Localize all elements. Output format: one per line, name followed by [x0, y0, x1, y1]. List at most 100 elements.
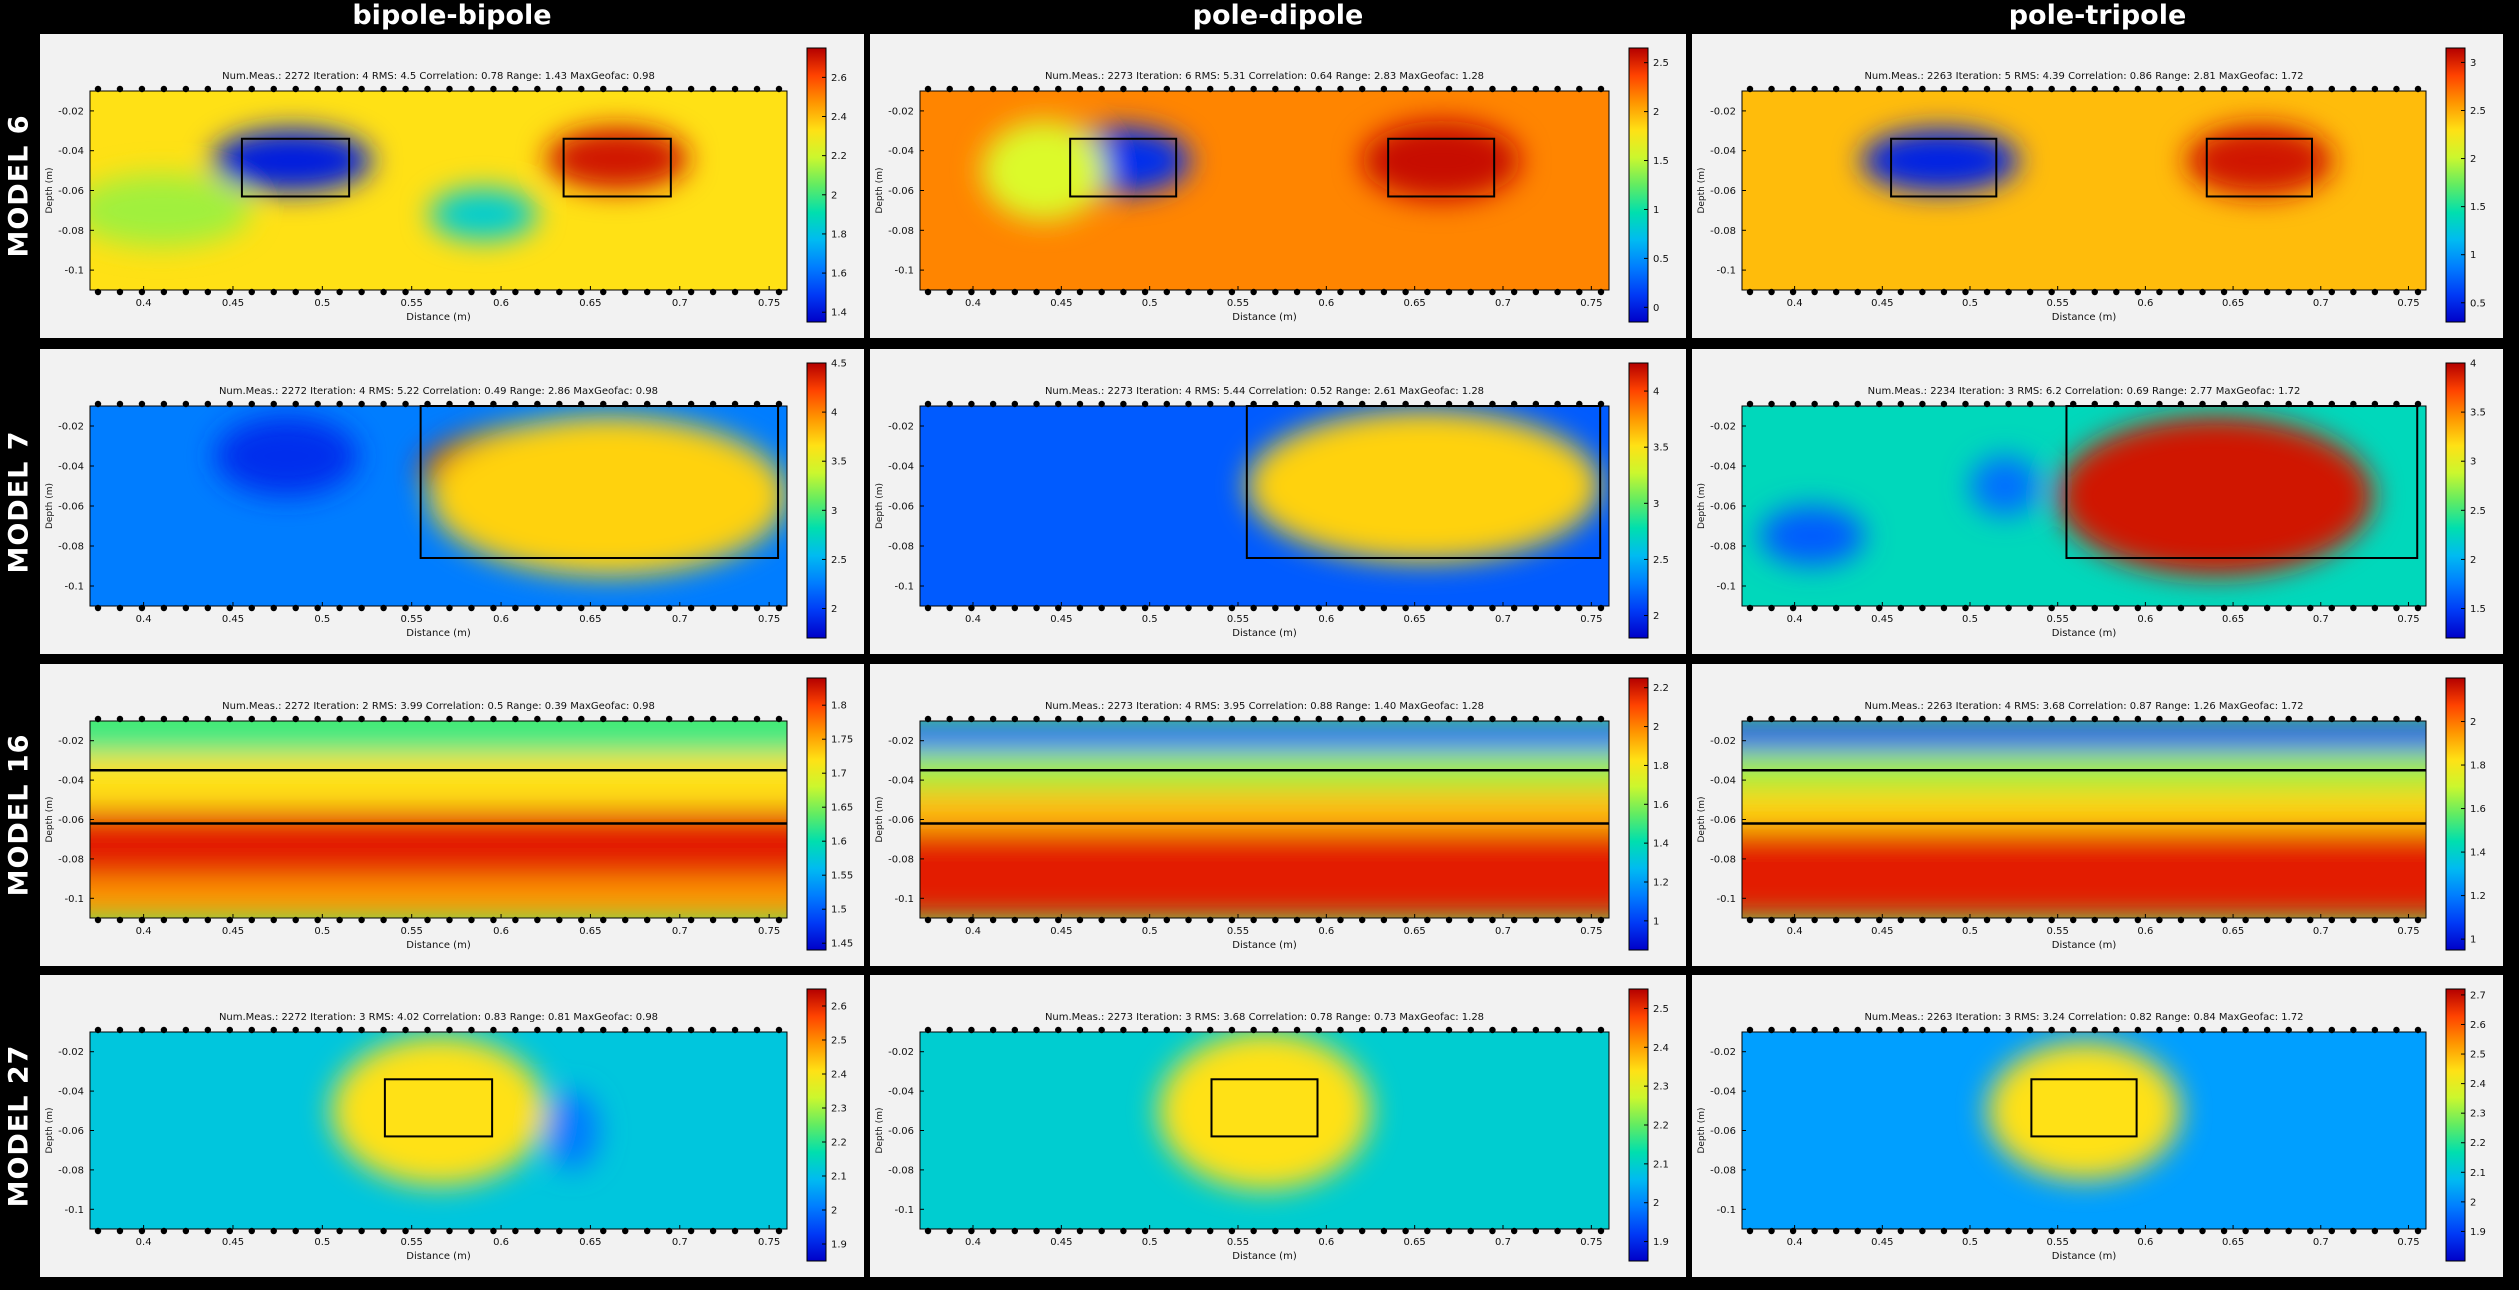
- electrode-marker: [1402, 288, 1409, 296]
- x-tick-label: 0.45: [1050, 926, 1072, 937]
- heatmap-chart: Num.Meas.: 2273 Iteration: 4 RMS: 3.95 C…: [875, 677, 1669, 951]
- electrode-marker: [1120, 85, 1127, 93]
- y-tick-label: -0.06: [888, 502, 914, 513]
- electrode-marker: [1832, 400, 1840, 408]
- colorbar-tick-label: 2: [2470, 154, 2476, 165]
- electrode-marker: [1141, 604, 1149, 612]
- electrode-marker: [1940, 1026, 1948, 1034]
- electrode-marker: [534, 604, 541, 612]
- panel-model-6-bipole-bipole: Num.Meas.: 2272 Iteration: 4 RMS: 4.5 Co…: [40, 34, 864, 338]
- colorbar-tick-label: 2.3: [1653, 1082, 1669, 1093]
- electrode-marker: [989, 916, 997, 924]
- electrode-marker: [643, 604, 651, 612]
- electrode-marker: [1962, 1026, 1969, 1034]
- electrode-marker: [116, 1227, 124, 1235]
- electrode-marker: [1055, 85, 1062, 93]
- colorbar-tick-label: 3: [2470, 457, 2476, 468]
- electrode-marker: [2242, 1026, 2249, 1034]
- colorbar-tick-label: 1.7: [831, 769, 847, 780]
- electrode-marker: [775, 288, 783, 296]
- electrode-marker: [2199, 85, 2206, 93]
- y-tick-label: -0.06: [1710, 502, 1736, 513]
- electrode-marker: [1876, 604, 1883, 612]
- stats-text: Num.Meas.: 2272 Iteration: 4 RMS: 5.22 C…: [219, 386, 658, 397]
- electrode-marker: [1467, 715, 1474, 723]
- electrode-marker: [1120, 715, 1127, 723]
- y-axis-label: Depth (m): [1697, 1107, 1707, 1153]
- electrode-marker: [924, 85, 932, 93]
- electrode-marker: [1746, 604, 1754, 612]
- x-tick-label: 0.65: [579, 926, 601, 937]
- electrode-marker: [94, 1026, 102, 1034]
- electrode-marker: [709, 604, 717, 612]
- resistivity-anomaly: [545, 126, 689, 191]
- heatmap-chart: Num.Meas.: 2272 Iteration: 4 RMS: 4.5 Co…: [45, 47, 847, 323]
- colorbar-tick-label: 2: [1653, 1198, 1659, 1209]
- colorbar-tick-label: 2: [2470, 1197, 2476, 1208]
- electrode-marker: [358, 916, 365, 924]
- electrode-marker: [2005, 1227, 2012, 1235]
- electrode-marker: [2026, 288, 2034, 296]
- electrode-marker: [182, 916, 190, 924]
- electrode-marker: [358, 85, 365, 93]
- electrode-marker: [94, 604, 102, 612]
- electrode-marker: [1293, 1026, 1301, 1034]
- electrode-marker: [2199, 715, 2206, 723]
- x-tick-label: 0.65: [2222, 614, 2244, 625]
- electrode-marker: [1597, 1026, 1605, 1034]
- x-tick-label: 0.7: [2313, 298, 2329, 309]
- electrode-marker: [380, 916, 387, 924]
- colorbar-tick-label: 2.1: [831, 1172, 847, 1183]
- y-axis-label: Depth (m): [875, 483, 885, 529]
- electrode-marker: [1098, 715, 1105, 723]
- x-tick-label: 0.7: [1495, 298, 1511, 309]
- electrode-marker: [116, 715, 124, 723]
- electrode-marker: [1854, 715, 1861, 723]
- electrode-marker: [1098, 1227, 1105, 1235]
- electrode-marker: [2005, 604, 2012, 612]
- electrode-marker: [1746, 1026, 1754, 1034]
- x-tick-label: 0.45: [1050, 614, 1072, 625]
- electrode-marker: [2350, 604, 2357, 612]
- electrode-marker: [292, 400, 299, 408]
- resistivity-anomaly: [90, 174, 251, 247]
- electrode-marker: [1854, 1227, 1861, 1235]
- electrode-marker: [1337, 85, 1344, 93]
- panel-model-6-pole-dipole: Num.Meas.: 2273 Iteration: 6 RMS: 5.31 C…: [870, 34, 1686, 338]
- electrode-marker: [2285, 85, 2292, 93]
- electrode-marker: [946, 85, 953, 93]
- x-tick-label: 0.75: [758, 926, 780, 937]
- electrode-marker: [1983, 916, 1991, 924]
- electrode-marker: [1207, 1026, 1214, 1034]
- colorbar: [806, 362, 827, 639]
- electrode-marker: [2199, 1026, 2206, 1034]
- electrode-marker: [775, 916, 783, 924]
- electrode-marker: [946, 1026, 953, 1034]
- y-tick-label: -0.04: [58, 1087, 84, 1098]
- electrode-marker: [687, 715, 695, 723]
- electrode-marker: [94, 715, 102, 723]
- electrode-marker: [2156, 1026, 2163, 1034]
- electrode-marker: [968, 715, 975, 723]
- x-tick-label: 0.6: [493, 926, 509, 937]
- electrode-marker: [512, 85, 519, 93]
- electrode-marker: [1402, 916, 1409, 924]
- electrode-marker: [665, 85, 673, 93]
- electrode-marker: [402, 604, 409, 612]
- x-tick-label: 0.75: [1580, 298, 1602, 309]
- electrode-marker: [1962, 715, 1969, 723]
- electrode-marker: [2285, 604, 2292, 612]
- electrode-marker: [665, 715, 673, 723]
- electrode-marker: [1228, 604, 1236, 612]
- electrode-marker: [1489, 400, 1496, 408]
- electrode-marker: [2113, 400, 2120, 408]
- electrode-marker: [1746, 288, 1754, 296]
- electrode-marker: [1854, 604, 1861, 612]
- electrode-marker: [2156, 85, 2163, 93]
- electrode-marker: [2414, 916, 2422, 924]
- colorbar-tick-label: 2: [831, 604, 837, 615]
- electrode-marker: [2220, 1026, 2228, 1034]
- electrode-marker: [2242, 916, 2249, 924]
- colorbar-tick-label: 1.6: [831, 837, 847, 848]
- electrode-marker: [2048, 1026, 2055, 1034]
